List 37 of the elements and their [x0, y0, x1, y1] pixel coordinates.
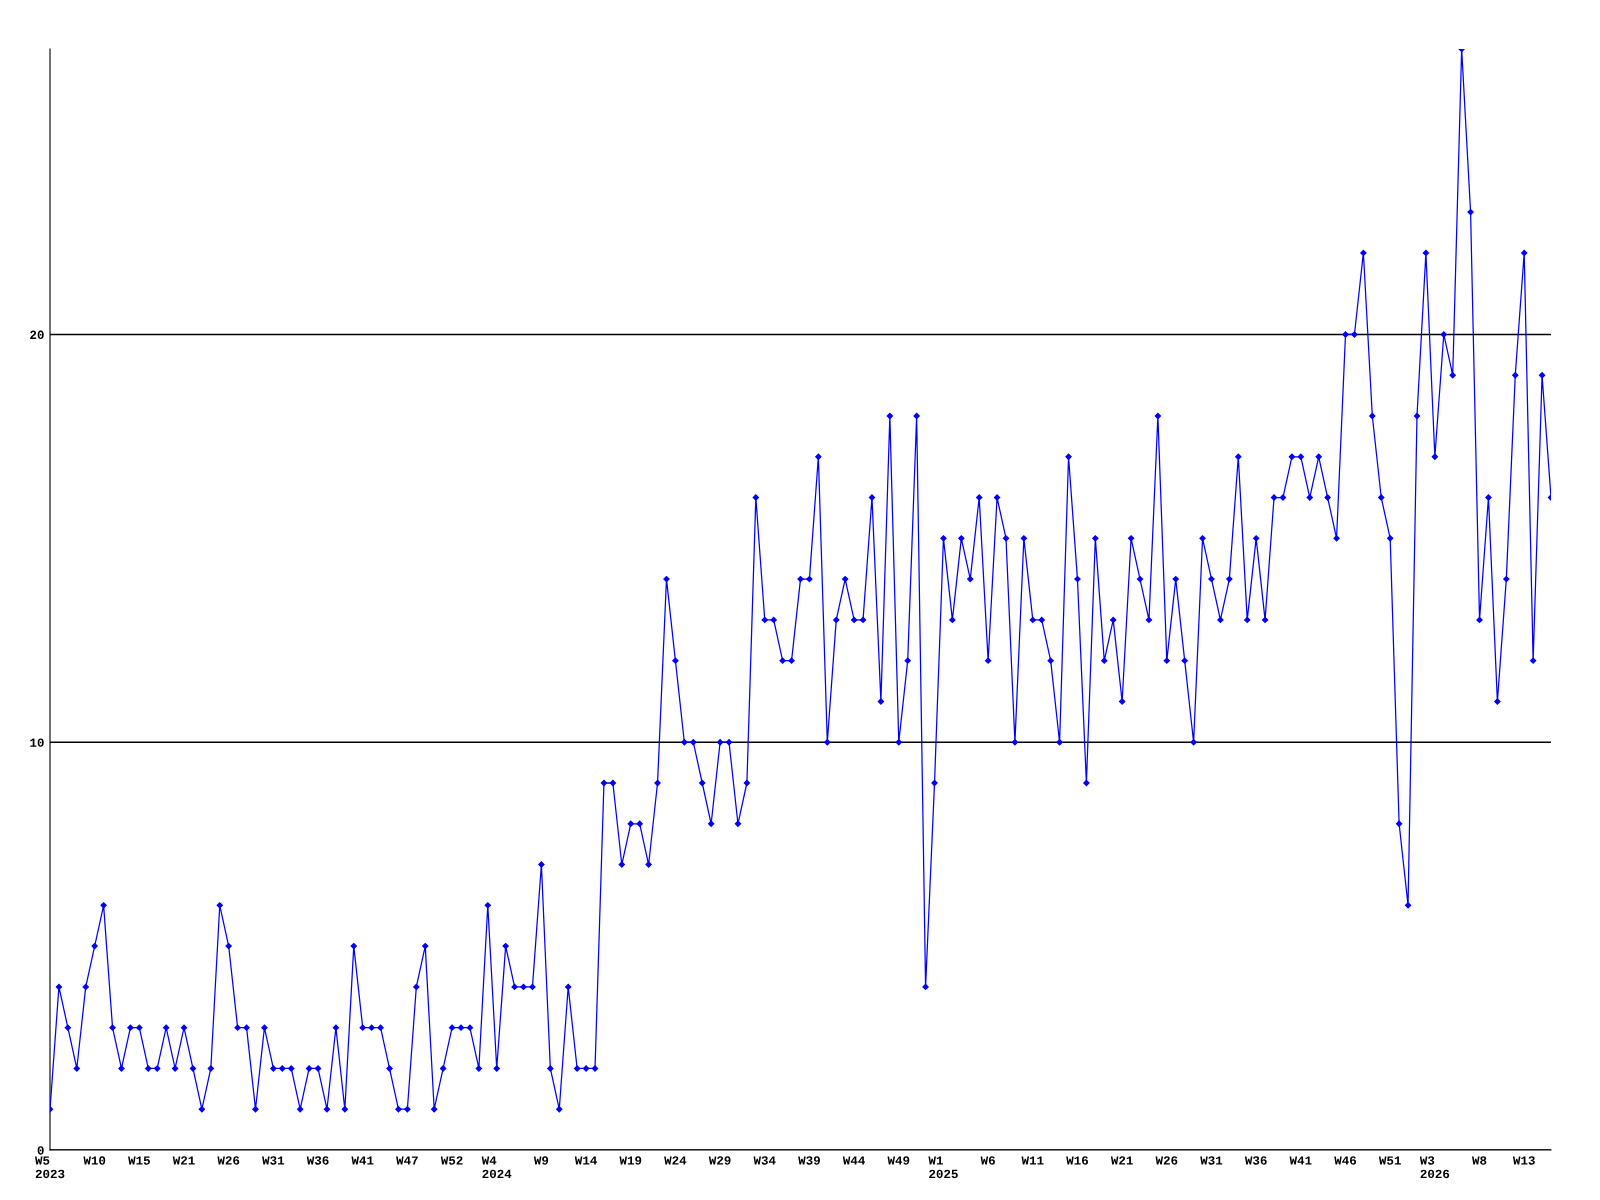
x-tick-label: W10 — [83, 1156, 106, 1165]
x-tick-label: W8 — [1472, 1156, 1487, 1165]
x-tick-label: W16 — [1066, 1156, 1089, 1165]
x-tick-label: W19 — [619, 1156, 642, 1165]
x-tick-label: W13 — [1512, 1156, 1535, 1165]
x-tick-label: W21 — [1110, 1156, 1133, 1165]
x-tick-label: W26 — [217, 1156, 240, 1165]
x-tick-label: W3 2026 — [1419, 1156, 1450, 1179]
x-tick-label: W52 — [440, 1156, 463, 1165]
x-tick-label: W6 — [980, 1156, 995, 1165]
x-tick-label: W41 — [351, 1156, 374, 1165]
x-tick-label: W46 — [1334, 1156, 1357, 1165]
x-tick-label: W36 — [306, 1156, 329, 1165]
x-tick-label: W39 — [798, 1156, 820, 1165]
x-tick-label: W9 — [533, 1156, 549, 1165]
x-tick-label: W11 — [1021, 1156, 1044, 1165]
x-tick-label: W41 — [1289, 1156, 1312, 1165]
x-tick-label: W31 — [1200, 1156, 1223, 1165]
x-tick-label: W51 — [1378, 1156, 1401, 1165]
x-tick-label: W24 — [664, 1156, 687, 1165]
x-tick-label: W34 — [753, 1156, 776, 1165]
y-tick-label: 10 — [30, 738, 44, 747]
x-tick-label: W36 — [1244, 1156, 1267, 1165]
x-tick-label: W1 2025 — [928, 1156, 958, 1179]
x-tick-label: W15 — [128, 1156, 150, 1165]
x-tick-label: W47 — [396, 1156, 418, 1165]
x-tick-label: W49 — [887, 1156, 910, 1165]
x-tick-label: W31 — [262, 1156, 285, 1165]
x-tick-label: W29 — [708, 1156, 731, 1165]
y-tick-label: 0 — [37, 1146, 44, 1155]
y-tick-label: 20 — [30, 330, 44, 340]
x-tick-label: W44 — [842, 1156, 865, 1165]
x-tick-label: W4 2024 — [481, 1156, 512, 1179]
x-tick-label: W26 — [1155, 1156, 1178, 1165]
x-tick-label: W14 — [574, 1156, 597, 1165]
x-tick-label: W5 2023 — [35, 1156, 65, 1179]
x-tick-label: W21 — [172, 1156, 195, 1165]
